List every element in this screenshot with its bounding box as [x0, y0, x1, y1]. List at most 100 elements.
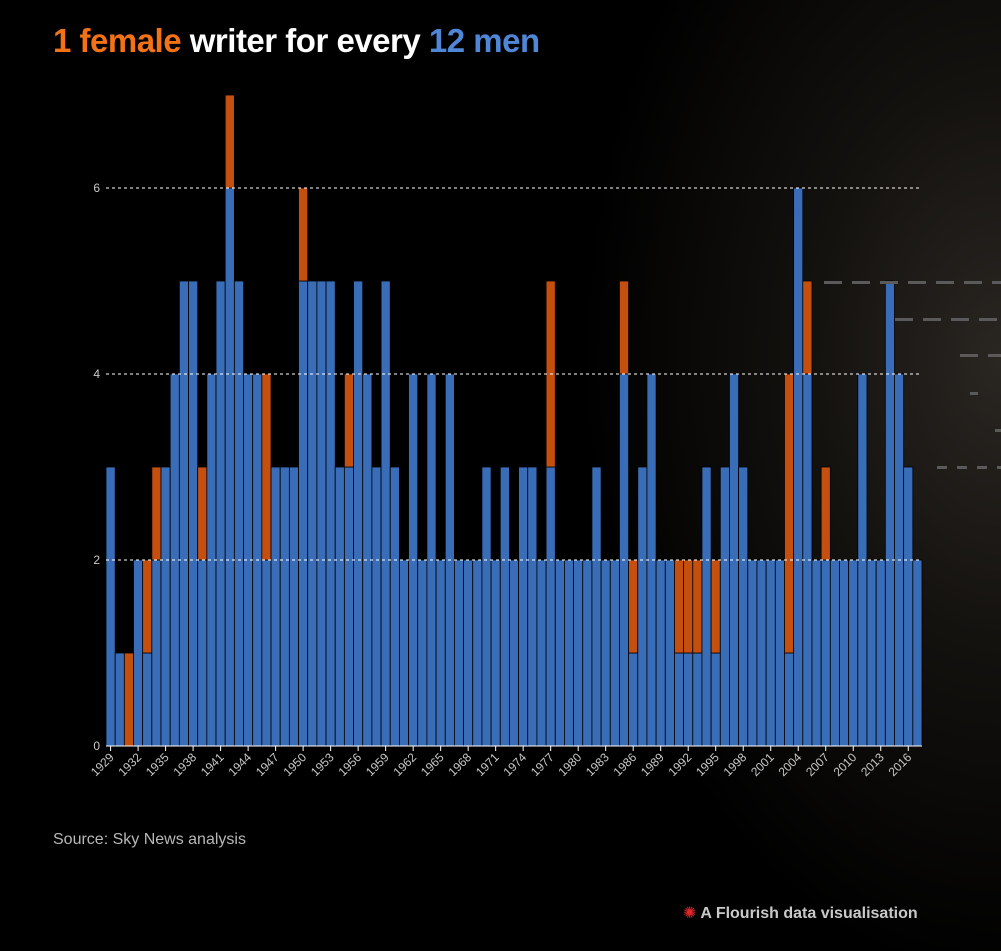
- bar-men-1956: [353, 280, 364, 747]
- x-tick-label-2016: 2016: [886, 750, 915, 779]
- bar-women-1931: [123, 652, 134, 747]
- flourish-credit[interactable]: ✺ A Flourish data visualisation: [683, 903, 918, 923]
- bar-men-1967: [453, 559, 464, 747]
- x-tick-label-1932: 1932: [115, 750, 144, 779]
- bar-men-1961: [398, 559, 409, 747]
- x-tick-label-1953: 1953: [308, 750, 337, 779]
- x-tick-label-1941: 1941: [198, 750, 227, 779]
- x-tick-label-1965: 1965: [418, 750, 447, 779]
- bar-women-1939: [197, 466, 208, 561]
- bar-men-2010: [848, 559, 859, 747]
- bar-women-1955: [343, 373, 354, 468]
- bar-women-1950: [298, 187, 309, 282]
- x-tick-label-1998: 1998: [721, 750, 750, 779]
- x-tick-label-1956: 1956: [335, 750, 364, 779]
- x-tick-label-1971: 1971: [473, 750, 502, 779]
- bar-women-2007: [820, 466, 831, 561]
- decorative-dash-1: [824, 281, 1001, 284]
- bar-men-1958: [371, 466, 382, 747]
- bar-men-1932: [133, 559, 144, 747]
- bar-men-2003: [784, 652, 795, 747]
- x-tick-label-2001: 2001: [748, 750, 777, 779]
- bar-men-1984: [609, 559, 620, 747]
- bar-men-2014: [884, 280, 895, 747]
- bar-men-2000: [756, 559, 767, 747]
- bar-women-2003: [784, 373, 795, 654]
- x-tick-label-1989: 1989: [638, 750, 667, 779]
- bar-women-1991: [674, 559, 685, 654]
- bar-men-1995: [710, 652, 721, 747]
- bar-men-1993: [692, 652, 703, 747]
- bar-men-1968: [463, 559, 474, 747]
- bar-men-1930: [114, 652, 125, 747]
- bar-men-1973: [509, 559, 519, 747]
- bar-men-2016: [903, 466, 914, 747]
- bar-men-1933: [142, 652, 153, 747]
- bar-men-1979: [564, 559, 574, 747]
- x-tick-label-1947: 1947: [253, 750, 282, 779]
- x-tick-label-1944: 1944: [225, 750, 254, 779]
- bar-women-1942: [224, 94, 235, 189]
- bar-men-2013: [875, 559, 886, 747]
- bar-men-1953: [325, 280, 336, 747]
- bar-men-1992: [683, 652, 694, 747]
- bar-men-1949: [288, 466, 299, 747]
- bar-men-1972: [499, 466, 510, 747]
- decorative-dash-4: [970, 392, 978, 395]
- bar-men-1982: [591, 466, 602, 747]
- x-tick-label-1968: 1968: [445, 750, 474, 779]
- bar-men-1989: [655, 559, 666, 747]
- y-tick-label-6: 6: [93, 181, 100, 195]
- decorative-dash-2: [895, 318, 1001, 321]
- bar-men-1994: [701, 466, 712, 747]
- x-tick-label-1992: 1992: [666, 750, 695, 779]
- bar-men-1937: [178, 280, 189, 747]
- bar-women-2005: [802, 280, 813, 375]
- bar-men-1986: [628, 652, 639, 747]
- decorative-dash-6: [937, 466, 1001, 469]
- x-tick-label-1962: 1962: [390, 750, 419, 779]
- bar-men-1959: [380, 280, 391, 747]
- bar-men-2007: [820, 559, 831, 747]
- bar-women-1934: [151, 466, 162, 561]
- x-tick-label-1986: 1986: [611, 750, 640, 779]
- x-tick-label-1995: 1995: [693, 750, 722, 779]
- x-tick-label-1977: 1977: [528, 750, 557, 779]
- x-tick-label-2004: 2004: [776, 750, 805, 779]
- bar-men-1999: [747, 559, 758, 747]
- bar-men-1975: [527, 466, 538, 747]
- bar-men-1963: [417, 559, 428, 747]
- x-tick-label-1980: 1980: [556, 750, 585, 779]
- bar-men-1935: [160, 466, 171, 747]
- credit-label: A Flourish data visualisation: [700, 905, 918, 922]
- bar-men-2004: [793, 187, 804, 747]
- bar-men-1981: [582, 559, 593, 747]
- chart-title: 1 female writer for every 12 men: [53, 22, 540, 60]
- bar-men-1934: [151, 559, 162, 747]
- x-tick-label-1938: 1938: [170, 750, 199, 779]
- bar-men-1947: [270, 466, 281, 747]
- bar-men-1952: [316, 280, 327, 747]
- bar-men-2017: [912, 559, 923, 747]
- y-tick-label-2: 2: [93, 553, 100, 567]
- bar-men-1960: [389, 466, 400, 747]
- bar-men-1974: [518, 466, 529, 747]
- title-men-part: 12 men: [428, 22, 540, 59]
- bar-men-1941: [215, 280, 226, 747]
- source-note: Source: Sky News analysis: [53, 831, 246, 848]
- bar-men-1955: [343, 466, 354, 747]
- x-tick-label-1935: 1935: [143, 750, 172, 779]
- bar-men-1983: [600, 559, 611, 747]
- bar-men-1976: [536, 559, 547, 747]
- bar-women-1993: [692, 559, 703, 654]
- bar-men-1954: [334, 466, 345, 747]
- bar-men-2008: [829, 559, 840, 747]
- x-tick-label-2010: 2010: [831, 750, 860, 779]
- bar-men-2002: [774, 559, 785, 747]
- bar-men-1971: [490, 559, 501, 747]
- bar-men-1942: [224, 187, 235, 747]
- decorative-dash-5: [995, 429, 1001, 432]
- title-middle-part: writer for every: [181, 22, 429, 59]
- bar-men-2009: [839, 559, 850, 747]
- bar-women-1933: [142, 559, 153, 654]
